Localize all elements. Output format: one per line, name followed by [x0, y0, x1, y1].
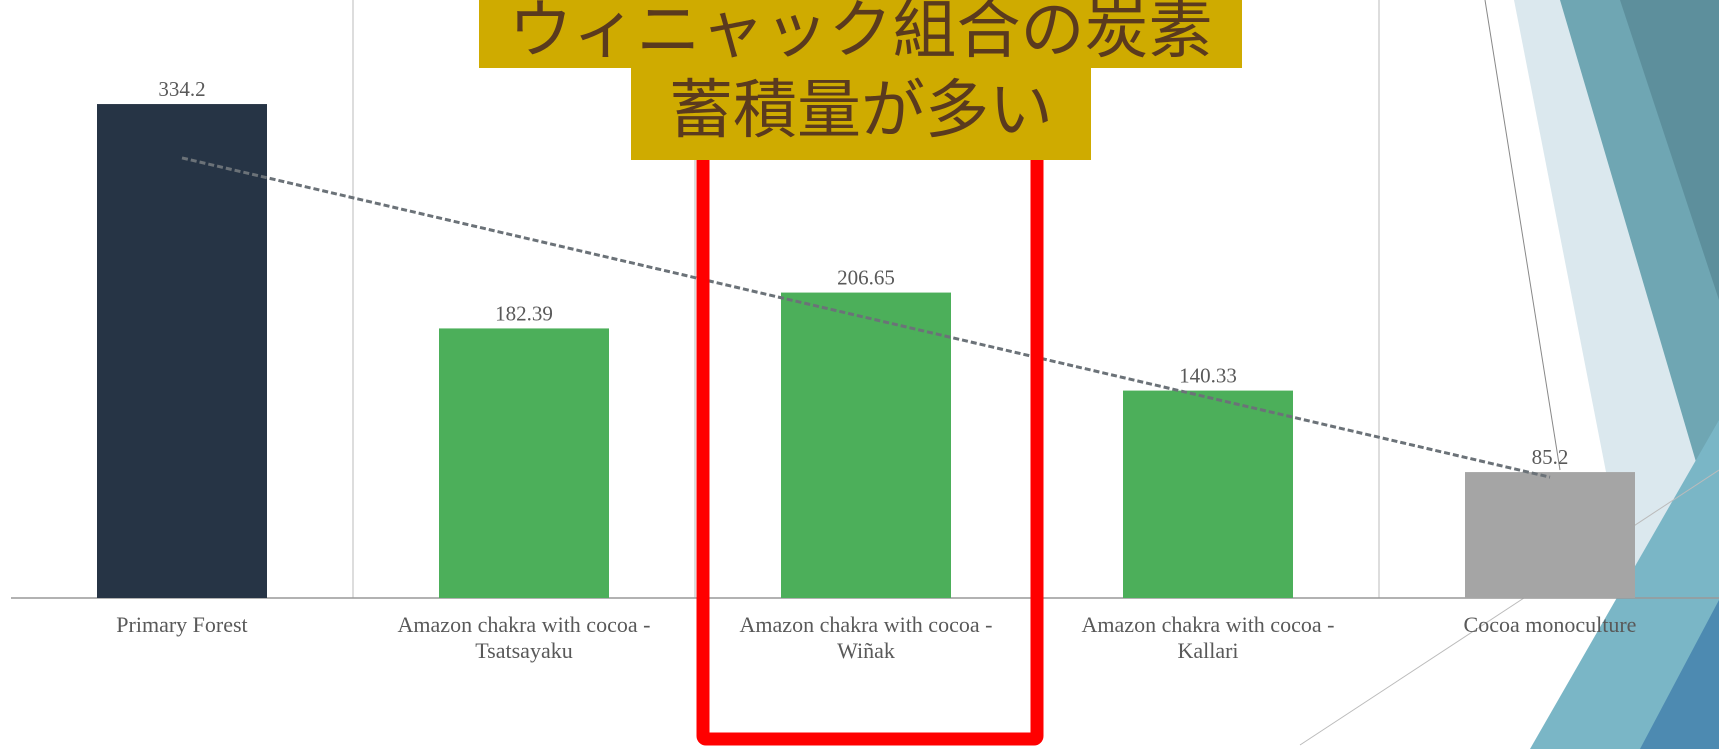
value-label: 206.65 [837, 266, 895, 290]
bar [1465, 472, 1635, 598]
x-tick-label: Amazon chakra with cocoa - Wiñak [736, 612, 996, 664]
bar [439, 328, 609, 598]
annotation-line: ウィニャック組合の炭素 [479, 0, 1242, 68]
value-label: 334.2 [158, 77, 205, 101]
x-tick-label: Amazon chakra with cocoa - Kallari [1078, 612, 1338, 664]
x-tick-label: Cocoa monoculture [1420, 612, 1680, 638]
value-label: 182.39 [495, 301, 553, 325]
slide: 334.2182.39206.65140.3385.2 ウィニャック組合の炭素 … [0, 0, 1719, 749]
value-label: 85.2 [1532, 445, 1569, 469]
bar [1123, 391, 1293, 598]
x-tick-label: Amazon chakra with cocoa - Tsatsayaku [394, 612, 654, 664]
annotation-line: 蓄積量が多い [631, 68, 1091, 160]
value-label: 140.33 [1179, 364, 1237, 388]
x-tick-label: Primary Forest [52, 612, 312, 638]
bar [781, 293, 951, 598]
bar [97, 104, 267, 598]
